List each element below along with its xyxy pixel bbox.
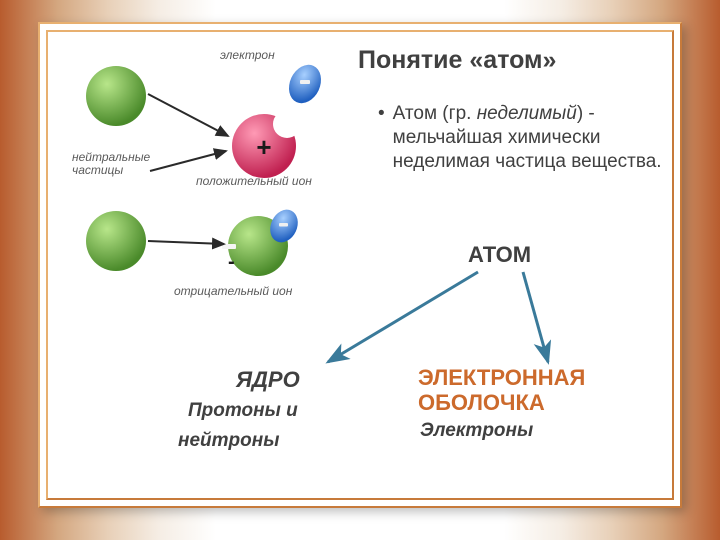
shell-heading: ЭЛЕКТРОННАЯ ОБОЛОЧКА	[418, 365, 658, 416]
arrow-to-nucleus	[328, 272, 478, 362]
minus-sign: -	[228, 251, 235, 273]
atom-heading: АТОМ	[468, 242, 531, 268]
label-pos-ion: положительный ион	[196, 174, 312, 188]
definition-text: Атом (гр. неделимый) - мельчайшая химиче…	[393, 102, 668, 173]
nucleus-line2: нейтроны	[178, 430, 279, 452]
definition-bullet: • Атом (гр. неделимый) - мельчайшая хими…	[378, 102, 668, 173]
arrow-mid	[150, 151, 226, 171]
nucleus-heading: ЯДРО	[236, 367, 300, 393]
bullet-dot: •	[378, 102, 385, 173]
outer-frame: Понятие «атом» • Атом (гр. неделимый) - …	[38, 22, 682, 508]
neutral-sphere-top	[86, 66, 146, 126]
arrow-top	[148, 94, 228, 136]
inner-frame: Понятие «атом» • Атом (гр. неделимый) - …	[46, 30, 674, 500]
label-neutral: нейтральные частицы	[72, 151, 157, 177]
ion-diagram: + - электрон нейтральные част	[66, 46, 346, 306]
def-italic: неделимый	[477, 103, 577, 124]
arrow-to-shell	[523, 272, 548, 362]
shell-sub: Электроны	[420, 420, 533, 442]
label-electron: электрон	[220, 48, 275, 62]
neutral-sphere-bottom	[86, 211, 146, 271]
negative-minus-big	[222, 244, 236, 249]
slide-content: Понятие «атом» • Атом (гр. неделимый) - …	[58, 42, 662, 488]
slide-title: Понятие «атом»	[358, 46, 556, 75]
label-neg-ion: отрицательный ион	[174, 284, 292, 298]
def-prefix: Атом (гр.	[393, 103, 477, 124]
arrow-bottom	[148, 241, 224, 244]
plus-sign: +	[256, 132, 271, 162]
nucleus-line1: Протоны и	[188, 400, 298, 422]
electron-minus	[300, 80, 310, 84]
